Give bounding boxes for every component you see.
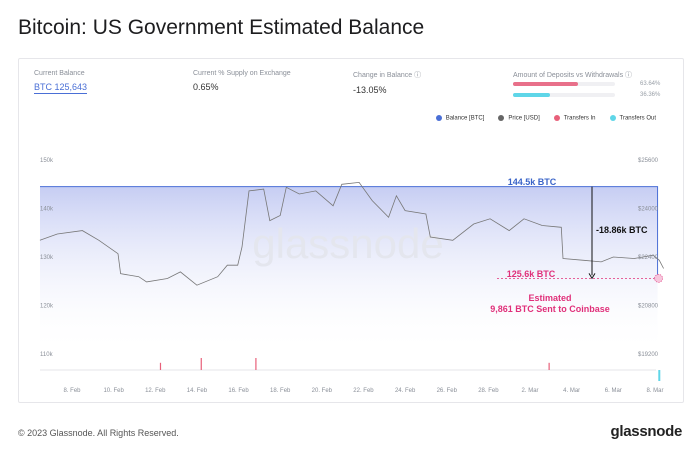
legend-item-transfers-out[interactable]: Transfers Out <box>609 115 656 122</box>
copyright: © 2023 Glassnode. All Rights Reserved. <box>18 428 179 438</box>
deposits-bar-fill <box>513 82 578 86</box>
x-tick: 18. Feb <box>270 388 291 394</box>
stat-supply: Current % Supply on Exchange 0.65% <box>193 70 291 92</box>
x-tick: 8. Feb <box>63 388 81 394</box>
x-tick: 8. Mar <box>646 388 663 394</box>
y-left-tick: 130k <box>40 255 54 261</box>
withdrawals-bar-fill <box>513 93 551 97</box>
withdrawals-bar <box>513 93 615 97</box>
stat-label: Change in Balance ⓘ <box>353 72 422 79</box>
x-tick: 12. Feb <box>145 388 166 394</box>
deposits-pct: 63.64% <box>640 81 661 87</box>
y-left-tick: 150k <box>40 158 54 164</box>
x-tick: 14. Feb <box>187 388 208 394</box>
end-balance-label: 125.6k BTC <box>507 269 556 279</box>
stat-deposits: Amount of Deposits vs Withdrawals ⓘ <box>513 70 632 80</box>
change-label: -18.86k BTC <box>596 225 648 235</box>
legend-dot-icon <box>498 115 505 121</box>
deposits-bar <box>513 82 615 86</box>
legend-dot-icon <box>609 115 616 121</box>
current-balance-link[interactable]: BTC 125,643 <box>34 82 88 94</box>
x-tick: 20. Feb <box>312 388 333 394</box>
y-left-tick: 110k <box>40 352 54 358</box>
legend-label: Transfers Out <box>619 115 656 122</box>
x-tick: 24. Feb <box>395 388 416 394</box>
stat-label: Amount of Deposits vs Withdrawals ⓘ <box>513 72 633 79</box>
price-line <box>39 181 664 286</box>
glassnode-logo[interactable]: glassnode <box>610 423 683 440</box>
transfer-in-bar <box>255 358 257 370</box>
transfer-out-bar <box>658 370 661 381</box>
y-right-tick: $24000 <box>638 207 659 213</box>
stat-label: Current % Supply on Exchange <box>193 70 291 77</box>
legend-dot-icon <box>553 115 560 121</box>
legend-item-balance[interactable]: Balance [BTC] <box>435 115 485 122</box>
x-tick: 26. Feb <box>437 388 458 394</box>
page-title: Bitcoin: US Government Estimated Balance <box>18 16 425 39</box>
x-tick: 2. Mar <box>522 388 539 394</box>
stat-change: Change in Balance ⓘ -13.05% <box>353 70 421 95</box>
withdrawals-pct: 36.36% <box>640 92 661 98</box>
change-arrow-head-icon <box>588 273 596 280</box>
note-line2: 9,861 BTC Sent to Coinbase <box>490 304 610 314</box>
transfer-in-bar <box>159 362 162 370</box>
y-right-tick: $25600 <box>638 158 659 164</box>
chart-card <box>18 58 684 403</box>
stat-value: 0.65% <box>193 82 219 92</box>
x-tick: 22. Feb <box>353 388 374 394</box>
legend-label: Price [USD] <box>508 115 540 122</box>
x-tick: 10. Feb <box>103 388 124 394</box>
y-right-tick: $19200 <box>638 352 659 358</box>
legend-label: Transfers In <box>563 115 596 122</box>
x-tick: 4. Mar <box>563 388 580 394</box>
x-tick: 28. Feb <box>478 388 499 394</box>
end-balance-marker <box>654 274 663 283</box>
stat-value: -13.05% <box>353 85 387 95</box>
stat-current-balance: Current Balance BTC 125,643 <box>34 70 88 94</box>
legend-item-price[interactable]: Price [USD] <box>498 115 540 122</box>
y-right-tick: $22400 <box>638 255 659 261</box>
legend: Balance [BTC] Price [USD] Transfers In T… <box>435 115 656 122</box>
y-left-tick: 140k <box>40 207 54 213</box>
transfer-in-bar <box>200 358 202 370</box>
transfer-in-bar <box>548 362 550 370</box>
legend-dot-icon <box>435 115 442 121</box>
y-left-tick: 120k <box>40 304 54 310</box>
legend-label: Balance [BTC] <box>445 115 485 122</box>
x-tick: 6. Mar <box>605 388 622 394</box>
legend-item-transfers-in[interactable]: Transfers In <box>553 115 596 122</box>
watermark: glassnode <box>252 220 443 267</box>
balance-area <box>40 186 658 354</box>
stat-label: Current Balance <box>34 70 85 77</box>
x-tick: 16. Feb <box>228 388 249 394</box>
note-line1: Estimated <box>528 293 571 303</box>
start-balance-label: 144.5k BTC <box>508 177 557 187</box>
y-right-tick: $20800 <box>638 304 659 310</box>
balance-line <box>40 186 659 279</box>
